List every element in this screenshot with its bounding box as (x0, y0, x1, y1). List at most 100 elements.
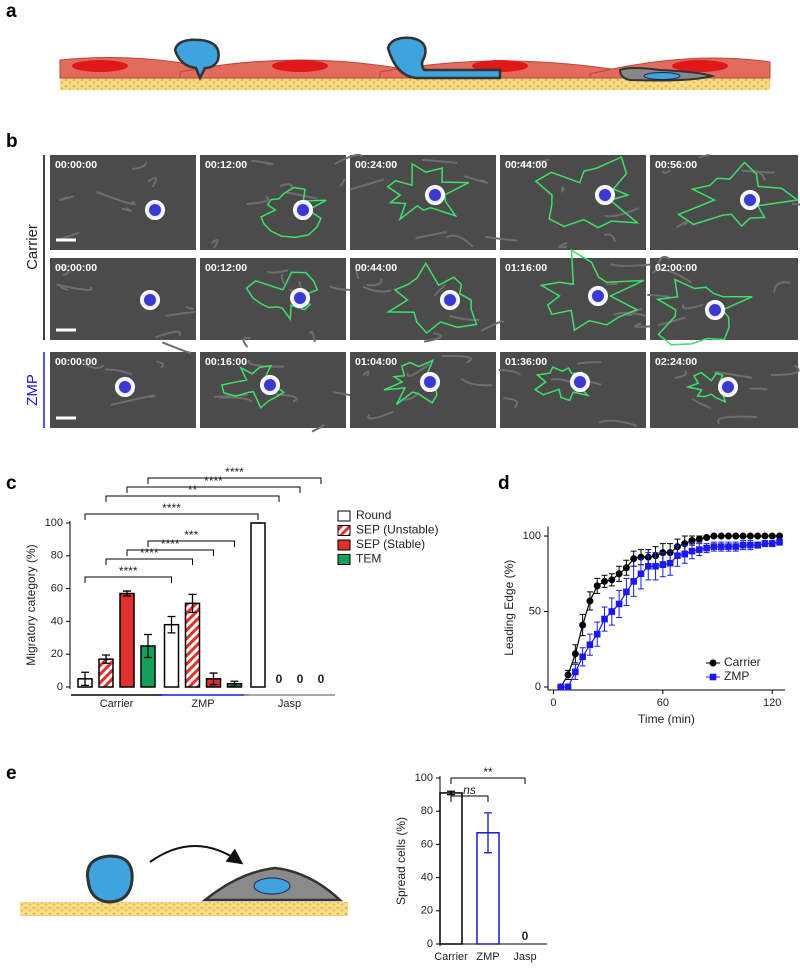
y-tick-label: 80 (421, 805, 433, 817)
texture (657, 316, 686, 327)
y-tick-label: 100 (523, 530, 541, 542)
marker (593, 630, 601, 638)
marker (739, 541, 747, 549)
y-tick-label: 40 (421, 872, 433, 884)
marker (623, 588, 630, 596)
nucleus (149, 204, 161, 216)
timestamp: 00:44:00 (355, 262, 397, 274)
marker (703, 544, 710, 552)
error-bar (230, 680, 239, 687)
texture (266, 269, 289, 274)
micrograph-grid: 00:00:00 00:12:00 00:24:00 00:44:00 00:56:00… (50, 153, 800, 433)
significance-label: **** (162, 501, 181, 515)
micrograph (500, 352, 646, 428)
row-label: ZMP (24, 374, 41, 406)
marker (754, 541, 761, 549)
texture (791, 202, 800, 206)
legend-swatch (337, 539, 351, 551)
texture (105, 368, 133, 376)
y-axis-label: Leading Edge (%) (502, 560, 516, 656)
x-tick-label: Jasp (513, 951, 536, 963)
marker (732, 532, 740, 540)
texture (661, 169, 672, 174)
texture (558, 241, 568, 249)
texture (84, 363, 105, 370)
y-axis-label: Spread cells (%) (394, 817, 408, 905)
micrograph (650, 258, 798, 340)
error-bar (102, 654, 110, 664)
marker (608, 576, 616, 584)
micrograph (500, 155, 646, 250)
texture (406, 362, 431, 377)
endothelium-illustration (59, 36, 771, 90)
significance-bracket (126, 486, 301, 493)
significance-label: **** (161, 537, 180, 551)
texture (609, 262, 651, 267)
marker (696, 546, 703, 553)
texture (651, 268, 693, 284)
marker (761, 532, 769, 540)
significance-bracket (450, 795, 489, 802)
texture (675, 220, 688, 229)
texture (309, 330, 316, 343)
legend-label: TEM (356, 552, 381, 566)
timestamp: 00:56:00 (655, 159, 697, 171)
texture (219, 396, 253, 403)
marker (564, 683, 572, 691)
texture (154, 330, 182, 339)
cell-outline (385, 261, 478, 335)
texture (445, 234, 474, 248)
marker (695, 535, 703, 543)
significance-label: **** (140, 546, 159, 560)
texture (498, 368, 522, 376)
significance-label: **** (119, 564, 138, 578)
texture (56, 283, 93, 291)
timestamp: 00:24:00 (355, 159, 397, 171)
y-tick-label: 0 (535, 681, 541, 693)
texture (334, 153, 363, 165)
texture (185, 305, 194, 311)
marker (615, 570, 623, 578)
nucleus (429, 189, 441, 201)
legend-marker (709, 673, 717, 681)
nucleus (444, 294, 456, 306)
value-label: 0 (522, 929, 529, 943)
timestamp: 00:12:00 (205, 159, 247, 171)
cell-outline (539, 249, 645, 332)
timestamp: 01:36:00 (505, 356, 547, 368)
y-axis-label: Migratory category (%) (24, 544, 38, 665)
marker (754, 532, 762, 540)
texture (576, 361, 601, 365)
cell-outline (685, 371, 735, 404)
significance-bracket (84, 513, 259, 520)
texture (560, 186, 566, 193)
texture (60, 286, 69, 291)
bar (184, 602, 201, 688)
marker (717, 532, 725, 540)
texture (442, 355, 472, 364)
marker (564, 671, 572, 679)
nucleus (709, 304, 721, 316)
micrograph (350, 258, 496, 340)
marker (579, 653, 586, 661)
texture (311, 423, 325, 433)
marker (776, 538, 783, 546)
micrograph (650, 155, 798, 250)
texture (162, 341, 191, 354)
row-label: Carrier (24, 224, 41, 270)
marker (768, 532, 776, 540)
timestamp: 00:00:00 (55, 159, 97, 171)
bar (439, 792, 463, 945)
y-tick-label: 40 (51, 615, 63, 627)
marker (732, 543, 740, 550)
texture (58, 195, 75, 202)
texture (691, 398, 711, 410)
texture (449, 315, 480, 321)
marker (644, 562, 652, 570)
cell-outline (534, 156, 640, 229)
value-label: 0 (276, 672, 283, 686)
significance-bracket (147, 477, 322, 484)
value-label: 0 (318, 672, 325, 686)
marker (688, 547, 696, 555)
